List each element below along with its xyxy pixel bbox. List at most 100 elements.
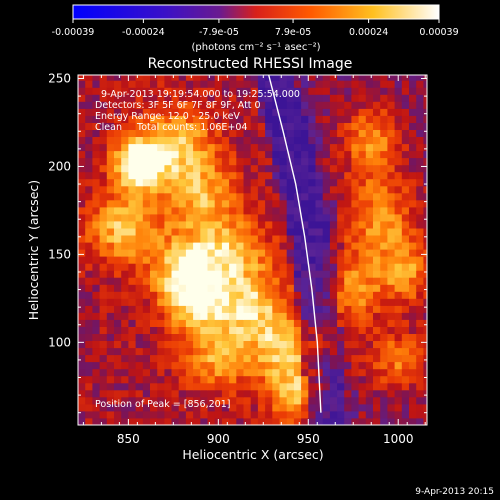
heatmap-cell [142, 115, 151, 123]
heatmap-cell [92, 291, 101, 299]
heatmap-cell [200, 136, 208, 145]
heatmap-cell [243, 403, 252, 412]
heatmap-cell [373, 143, 381, 152]
heatmap-cell [164, 333, 173, 341]
heatmap-cell [121, 171, 129, 180]
heatmap-cell [279, 87, 288, 95]
heatmap-cell [265, 361, 273, 370]
heatmap-cell [401, 221, 410, 229]
heatmap-cell [150, 150, 158, 159]
heatmap-cell [92, 298, 101, 306]
heatmap-cell [236, 396, 244, 405]
heatmap-cell [373, 340, 381, 349]
heatmap-cell [157, 256, 165, 264]
heatmap-cell [121, 389, 129, 398]
heatmap-cell [150, 108, 158, 116]
heatmap-cell [272, 256, 280, 264]
heatmap-cell [257, 80, 266, 88]
heatmap-cell [373, 75, 381, 81]
heatmap-cell [358, 235, 367, 243]
heatmap-cell [344, 326, 352, 334]
heatmap-cell [401, 270, 410, 278]
heatmap-cell [142, 256, 151, 264]
heatmap-cell [365, 242, 374, 250]
heatmap-cell [344, 319, 352, 327]
heatmap-cell [286, 129, 295, 137]
heatmap-cell [229, 305, 237, 313]
heatmap-cell [150, 326, 158, 334]
heatmap-cell [150, 192, 158, 201]
heatmap-cell [423, 389, 427, 398]
heatmap-cell [193, 122, 201, 130]
heatmap-cell [150, 375, 158, 384]
heatmap-cell [78, 122, 86, 130]
heatmap-cell [200, 192, 208, 201]
heatmap-cell [344, 75, 352, 81]
heatmap-cell [416, 192, 424, 201]
heatmap-cell [358, 291, 367, 299]
heatmap-cell [401, 192, 410, 201]
heatmap-cell [85, 80, 93, 88]
heatmap-cell [358, 249, 367, 257]
heatmap-cell [387, 382, 396, 391]
heatmap-cell [329, 150, 338, 159]
heatmap-cell [171, 206, 180, 215]
heatmap-cell [337, 284, 345, 292]
heatmap-cell [358, 157, 367, 166]
heatmap-cell [200, 108, 208, 116]
heatmap-cell [351, 178, 360, 187]
heatmap-cell [164, 354, 173, 363]
heatmap-cell [171, 129, 180, 137]
heatmap-cell [394, 312, 403, 320]
heatmap-cell [243, 185, 252, 194]
heatmap-cell [387, 403, 396, 412]
heatmap-cell [214, 403, 223, 412]
heatmap-cell [279, 263, 288, 271]
y-tick-label: 200 [48, 159, 71, 173]
heatmap-cell [329, 164, 338, 173]
heatmap-cell [301, 396, 309, 405]
heatmap-cell [229, 221, 237, 229]
heatmap-cell [279, 213, 288, 222]
heatmap-cell [351, 319, 360, 327]
colorbar-ticks: -0.00039 -0.00024 -7.9e-05 7.9e-05 0.00024 0.… [52, 19, 459, 38]
heatmap-cell [272, 87, 280, 95]
heatmap-cell [344, 263, 352, 271]
heatmap-cell [337, 403, 345, 412]
heatmap-cell [365, 75, 374, 81]
heatmap-cell [322, 403, 331, 412]
heatmap-cell [142, 164, 151, 173]
heatmap-cell [121, 87, 129, 95]
heatmap-cell [157, 396, 165, 405]
heatmap-cell [409, 305, 417, 313]
heatmap-cell [207, 185, 216, 194]
heatmap-cell [394, 87, 403, 95]
heatmap-cell [329, 228, 338, 236]
heatmap-cell [423, 171, 427, 180]
heatmap-cell [207, 396, 216, 405]
heatmap-cell [351, 80, 360, 88]
heatmap-cell [293, 136, 302, 145]
heatmap-cell [164, 87, 173, 95]
heatmap-cell [265, 235, 273, 243]
heatmap-cell [214, 368, 223, 377]
heatmap-cell [236, 354, 244, 363]
heatmap-cell [329, 291, 338, 299]
heatmap-cell [416, 354, 424, 363]
heatmap-cell [265, 199, 273, 208]
heatmap-cell [193, 221, 201, 229]
heatmap-cell [358, 277, 367, 285]
heatmap-cell [265, 340, 273, 349]
heatmap-cell [164, 291, 173, 299]
heatmap-cell [99, 171, 108, 180]
heatmap-cell [221, 115, 230, 123]
heatmap-cell [387, 136, 396, 145]
heatmap-cell [301, 368, 309, 377]
heatmap-cells [78, 75, 427, 425]
heatmap-cell [243, 192, 252, 201]
heatmap-cell [322, 150, 331, 159]
heatmap-cell [380, 171, 388, 180]
heatmap-cell [416, 228, 424, 236]
heatmap-cell [250, 157, 259, 166]
heatmap-cell [150, 101, 158, 109]
